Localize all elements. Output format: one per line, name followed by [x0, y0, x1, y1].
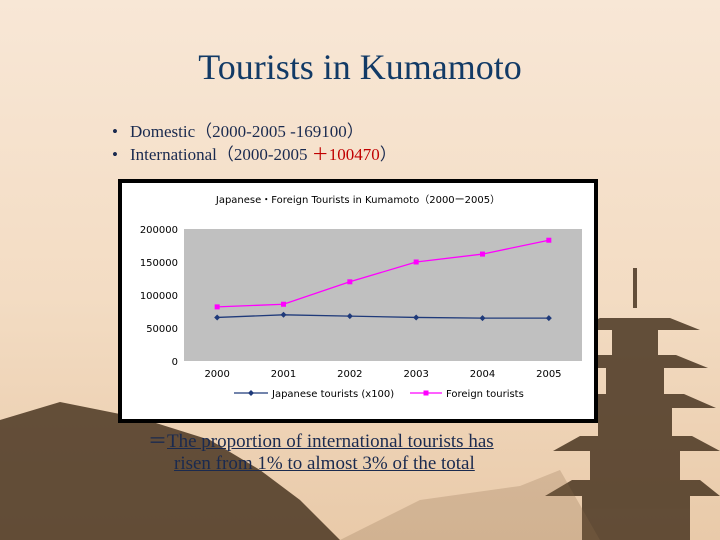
series-line-japanese — [217, 314, 549, 319]
conclusion-line-2: risen from 1% to almost 3% of the total — [148, 453, 494, 475]
series-line-foreign — [217, 239, 549, 308]
plot-area — [184, 229, 582, 361]
data-point-foreign — [413, 259, 419, 265]
slide-title: Tourists in Kumamoto — [198, 47, 522, 87]
conclusion-text: ＝The proportion of international tourist… — [148, 431, 494, 475]
bullet-domestic-end: ） — [346, 122, 364, 141]
bullet-international-label: International（2000-2005 — [130, 145, 312, 164]
bullet-domestic-label: Domestic（2000-2005 — [130, 122, 291, 141]
data-point-japanese — [280, 311, 287, 318]
bullet-list: • Domestic（2000-2005 -169100） • Internatio… — [112, 120, 397, 166]
bullet-dot: • — [112, 145, 118, 164]
conclusion-lead: ＝ — [148, 431, 168, 452]
data-point-japanese — [413, 314, 420, 321]
x-tick-label: 2001 — [271, 369, 296, 380]
data-point-japanese — [479, 315, 486, 322]
data-point-foreign — [281, 301, 286, 307]
data-point-foreign — [480, 251, 485, 257]
data-point-japanese — [214, 314, 221, 321]
chart-frame: Japanese・Foreign Tourists in Kumamoto（20… — [118, 179, 598, 423]
data-point-foreign — [347, 279, 353, 285]
bullet-international-value: ＋100470 — [311, 145, 380, 164]
conclusion-line-1-text: The proportion of international tourists… — [167, 431, 494, 452]
y-tick-label: 50000 — [146, 324, 178, 335]
y-tick-label: 0 — [172, 357, 178, 368]
conclusion-line-1: ＝The proportion of international tourist… — [148, 431, 494, 453]
data-point-japanese — [545, 315, 552, 322]
data-point-foreign — [546, 237, 552, 243]
y-tick-label: 150000 — [140, 258, 178, 269]
chart-title: Japanese・Foreign Tourists in Kumamoto（20… — [215, 194, 500, 206]
legend-marker-foreign — [423, 390, 429, 396]
bullet-international-end: ） — [379, 145, 397, 164]
bullet-domestic: • Domestic（2000-2005 -169100） — [112, 120, 397, 143]
x-tick-label: 2003 — [403, 369, 428, 380]
conclusion-line-2-text: risen from 1% to almost 3% of the total — [174, 453, 475, 474]
tourists-line-chart: Japanese・Foreign Tourists in Kumamoto（20… — [122, 183, 594, 419]
y-tick-label: 100000 — [140, 291, 178, 302]
x-tick-label: 2002 — [337, 369, 362, 380]
bullet-dot: • — [112, 122, 118, 141]
data-point-japanese — [346, 313, 353, 320]
data-point-foreign — [214, 304, 220, 310]
y-tick-label: 200000 — [140, 225, 178, 236]
x-tick-label: 2005 — [536, 369, 561, 380]
bullet-domestic-value: -169100 — [290, 122, 347, 141]
x-tick-label: 2000 — [204, 369, 229, 380]
legend-label-foreign: Foreign tourists — [446, 389, 524, 400]
legend-label-japanese: Japanese tourists (x100) — [271, 389, 394, 400]
bullet-international: • International（2000-2005 ＋100470） — [112, 143, 397, 166]
legend-marker-japanese — [248, 390, 254, 396]
x-tick-label: 2004 — [470, 369, 495, 380]
